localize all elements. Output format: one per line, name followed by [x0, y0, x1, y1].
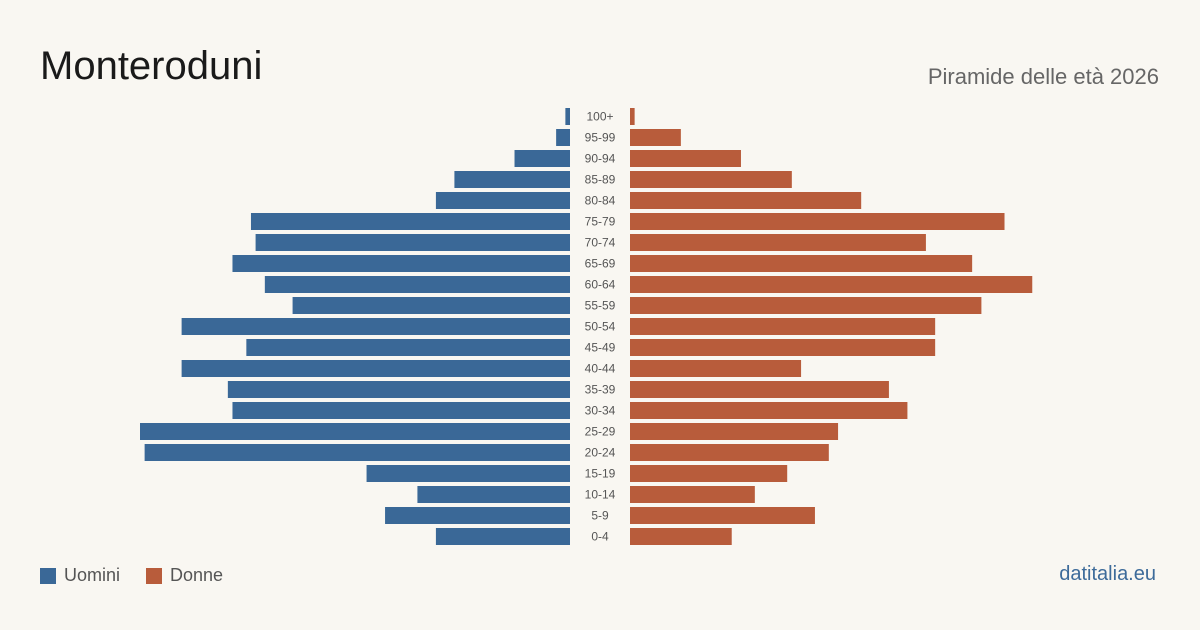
bar-donne-85-89: [630, 171, 792, 188]
bar-uomini-45-49: [246, 339, 570, 356]
bar-uomini-60-64: [264, 276, 570, 293]
bar-uomini-5-9: [385, 507, 570, 524]
age-label-5-9: 5-9: [591, 509, 609, 523]
age-label-100-plus: 100+: [586, 110, 613, 124]
legend-swatch-men: [40, 567, 56, 584]
bar-uomini-70-74: [255, 234, 570, 251]
bar-donne-55-59: [630, 297, 982, 314]
source-link[interactable]: datitalia.eu: [1059, 563, 1156, 585]
bar-donne-10-14: [630, 486, 755, 503]
age-label-10-14: 10-14: [585, 488, 616, 502]
bar-donne-45-49: [630, 339, 936, 356]
age-label-20-24: 20-24: [585, 446, 616, 460]
bar-uomini-35-39: [227, 381, 570, 398]
bar-uomini-85-89: [454, 171, 570, 188]
bar-donne-30-34: [630, 402, 908, 419]
age-label-60-64: 60-64: [585, 278, 616, 292]
age-label-70-74: 70-74: [585, 236, 616, 250]
legend-item-women: Donne: [146, 565, 223, 586]
bar-uomini-30-34: [232, 402, 570, 419]
bar-donne-0-4: [630, 528, 732, 545]
bar-donne-65-69: [630, 255, 973, 272]
age-label-30-34: 30-34: [585, 404, 616, 418]
bar-uomini-20-24: [144, 444, 570, 461]
age-label-35-39: 35-39: [585, 383, 616, 397]
bar-donne-50-54: [630, 318, 936, 335]
age-label-15-19: 15-19: [585, 467, 616, 481]
bar-donne-70-74: [630, 234, 926, 251]
bar-uomini-25-29: [140, 423, 570, 440]
bar-uomini-90-94: [514, 150, 570, 167]
bar-donne-90-94: [630, 150, 741, 167]
age-label-0-4: 0-4: [591, 530, 609, 544]
age-label-90-94: 90-94: [585, 152, 616, 166]
legend-item-men: Uomini: [40, 565, 120, 586]
age-label-40-44: 40-44: [585, 362, 616, 376]
age-label-55-59: 55-59: [585, 299, 616, 313]
bar-uomini-95-99: [556, 129, 570, 146]
bar-uomini-80-84: [435, 192, 570, 209]
legend-label-women: Donne: [170, 565, 224, 585]
bar-donne-75-79: [630, 213, 1005, 230]
age-label-65-69: 65-69: [585, 257, 616, 271]
bar-uomini-65-69: [232, 255, 570, 272]
bar-uomini-50-54: [181, 318, 570, 335]
age-label-75-79: 75-79: [585, 215, 616, 229]
bar-donne-40-44: [630, 360, 802, 377]
bar-donne-35-39: [630, 381, 889, 398]
bar-uomini-75-79: [250, 213, 570, 230]
age-label-25-29: 25-29: [585, 425, 616, 439]
age-label-85-89: 85-89: [585, 173, 616, 187]
bar-uomini-15-19: [366, 465, 570, 482]
bar-donne-25-29: [630, 423, 839, 440]
bar-donne-60-64: [630, 276, 1033, 293]
bar-donne-5-9: [630, 507, 815, 524]
page-title: Monteroduni: [40, 44, 263, 88]
bar-donne-100-plus: [630, 108, 635, 125]
age-label-95-99: 95-99: [585, 131, 616, 145]
legend: Uomini Donne: [40, 565, 249, 586]
legend-label-men: Uomini: [64, 565, 121, 585]
bar-uomini-100-plus: [565, 108, 570, 125]
age-label-50-54: 50-54: [585, 320, 616, 334]
bar-donne-15-19: [630, 465, 788, 482]
bar-donne-20-24: [630, 444, 829, 461]
bar-uomini-40-44: [181, 360, 570, 377]
chart-subtitle: Piramide delle età 2026: [927, 64, 1159, 89]
legend-swatch-women: [146, 567, 163, 584]
bar-uomini-55-59: [292, 297, 570, 314]
age-label-45-49: 45-49: [585, 341, 616, 355]
bar-uomini-10-14: [417, 486, 570, 503]
bar-uomini-0-4: [435, 528, 570, 545]
bar-donne-80-84: [630, 192, 862, 209]
bar-donne-95-99: [630, 129, 681, 146]
age-label-80-84: 80-84: [585, 194, 616, 208]
